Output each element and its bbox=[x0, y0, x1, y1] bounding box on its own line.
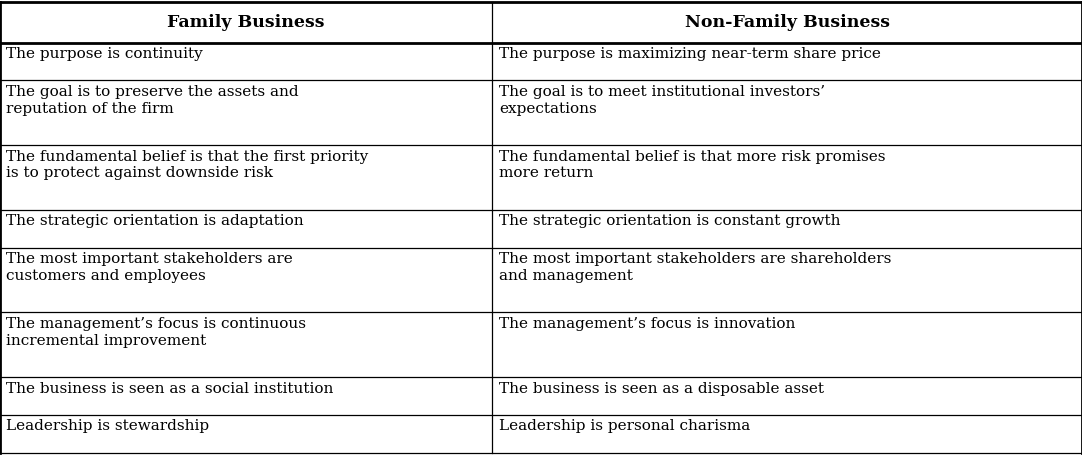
Text: The business is seen as a social institution: The business is seen as a social institu… bbox=[6, 382, 334, 395]
Text: The management’s focus is innovation: The management’s focus is innovation bbox=[499, 317, 795, 331]
Text: The most important stakeholders are
customers and employees: The most important stakeholders are cust… bbox=[6, 252, 293, 283]
Text: The purpose is maximizing near-term share price: The purpose is maximizing near-term shar… bbox=[499, 47, 881, 61]
Text: Non-Family Business: Non-Family Business bbox=[685, 14, 889, 31]
Text: The goal is to preserve the assets and
reputation of the firm: The goal is to preserve the assets and r… bbox=[6, 85, 299, 116]
Text: The management’s focus is continuous
incremental improvement: The management’s focus is continuous inc… bbox=[6, 317, 306, 348]
Text: The strategic orientation is adaptation: The strategic orientation is adaptation bbox=[6, 214, 304, 228]
Text: The purpose is continuity: The purpose is continuity bbox=[6, 47, 203, 61]
Text: Leadership is personal charisma: Leadership is personal charisma bbox=[499, 420, 750, 434]
Text: The goal is to meet institutional investors’
expectations: The goal is to meet institutional invest… bbox=[499, 85, 824, 116]
Text: Family Business: Family Business bbox=[168, 14, 325, 31]
Text: The fundamental belief is that more risk promises
more return: The fundamental belief is that more risk… bbox=[499, 150, 885, 180]
Text: The business is seen as a disposable asset: The business is seen as a disposable ass… bbox=[499, 382, 823, 395]
Text: Leadership is stewardship: Leadership is stewardship bbox=[6, 420, 210, 434]
Text: The most important stakeholders are shareholders
and management: The most important stakeholders are shar… bbox=[499, 252, 892, 283]
Text: The fundamental belief is that the first priority
is to protect against downside: The fundamental belief is that the first… bbox=[6, 150, 369, 180]
Text: The strategic orientation is constant growth: The strategic orientation is constant gr… bbox=[499, 214, 841, 228]
